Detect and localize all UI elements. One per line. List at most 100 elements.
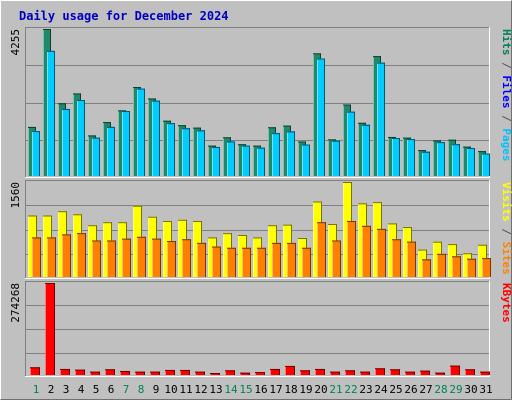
bar-kbytes-day-13: [210, 372, 220, 375]
chart-title: Daily usage for December 2024: [19, 9, 229, 23]
bar-kbytes-day-31: [480, 371, 490, 375]
bar-kbytes-day-9: [150, 371, 160, 375]
x-tick-label-day-2: 2: [48, 383, 55, 396]
bar-sites-day-20: [317, 222, 326, 277]
bar-pages-day-23: [362, 124, 370, 176]
bar-sites-day-10: [167, 241, 176, 277]
x-tick-label-day-13: 13: [209, 383, 222, 396]
bar-sites-day-31: [482, 258, 491, 277]
bar-pages-day-10: [167, 123, 175, 176]
bar-kbytes-day-10: [165, 369, 175, 375]
bar-kbytes-day-5: [90, 371, 100, 375]
x-tick-label-day-8: 8: [138, 383, 145, 396]
bar-pages-day-8: [137, 88, 145, 176]
bar-sites-day-23: [362, 225, 371, 277]
x-tick-label-day-7: 7: [123, 383, 130, 396]
bar-sites-day-19: [302, 247, 311, 277]
legend: Hits / Files / Pages: [500, 29, 512, 162]
bar-kbytes-day-28: [435, 372, 445, 375]
bar-pages-day-11: [182, 128, 190, 176]
bar-sites-day-9: [152, 238, 161, 277]
bar-kbytes-day-14: [225, 370, 235, 375]
bar-pages-day-9: [152, 100, 160, 176]
x-tick-label-day-19: 19: [299, 383, 312, 396]
bar-kbytes-day-3: [60, 368, 70, 375]
x-tick-label-day-30: 30: [464, 383, 477, 396]
x-tick-label-day-22: 22: [344, 383, 357, 396]
bar-pages-day-18: [287, 131, 295, 176]
bar-pages-day-27: [422, 151, 430, 176]
bar-sites-day-18: [287, 242, 296, 277]
bar-pages-day-17: [272, 133, 280, 176]
bar-kbytes-day-29: [450, 365, 460, 375]
bar-sites-day-4: [77, 233, 86, 277]
bar-kbytes-day-12: [195, 371, 205, 375]
bar-kbytes-day-15: [240, 372, 250, 375]
bar-pages-day-13: [212, 146, 220, 176]
bar-pages-day-2: [47, 50, 55, 176]
bar-kbytes-day-17: [270, 368, 280, 375]
x-tick-label-day-16: 16: [254, 383, 267, 396]
bar-sites-day-13: [212, 246, 221, 277]
legend-entry: Pages: [500, 128, 512, 161]
x-tick-label-day-6: 6: [108, 383, 115, 396]
x-tick-label-day-12: 12: [194, 383, 207, 396]
bar-kbytes-day-24: [375, 368, 385, 375]
bar-kbytes-day-8: [135, 371, 145, 375]
bar-sites-day-12: [197, 242, 206, 277]
legend: KBytes: [500, 283, 512, 323]
x-tick-label-day-3: 3: [63, 383, 70, 396]
x-tick-label-day-10: 10: [164, 383, 177, 396]
bar-sites-day-24: [377, 228, 386, 277]
bar-kbytes-day-1: [30, 367, 40, 375]
bar-pages-day-19: [302, 144, 310, 176]
x-tick-label-day-23: 23: [359, 383, 372, 396]
bar-sites-day-11: [182, 239, 191, 277]
x-tick-label-day-27: 27: [419, 383, 432, 396]
bar-sites-day-26: [407, 241, 416, 277]
y-axis-max-label: 1560: [9, 182, 22, 209]
x-tick-label-day-31: 31: [479, 383, 492, 396]
x-tick-label-day-21: 21: [329, 383, 342, 396]
bar-kbytes-day-23: [360, 371, 370, 375]
bar-pages-day-7: [122, 111, 130, 176]
bar-sites-day-1: [32, 237, 41, 277]
bar-sites-day-15: [242, 247, 251, 277]
panel-sites-visits: 1560 Visits / Sites: [9, 180, 512, 279]
x-tick-label-day-25: 25: [389, 383, 402, 396]
legend-entry: Files: [500, 75, 512, 108]
panel-pages-files-hits: 4255 Hits / Files / Pages: [9, 27, 512, 178]
bar-pages-day-22: [347, 111, 355, 176]
y-axis-max-label: 4255: [9, 29, 22, 56]
bar-pages-day-3: [62, 108, 70, 176]
bar-kbytes-day-4: [75, 369, 85, 375]
x-tick-label-day-5: 5: [93, 383, 100, 396]
legend-entry: KBytes: [500, 283, 512, 323]
bar-kbytes-day-30: [465, 369, 475, 375]
bar-pages-day-24: [377, 62, 385, 177]
bar-pages-day-14: [227, 141, 235, 176]
x-tick-label-day-18: 18: [284, 383, 297, 396]
bar-pages-day-6: [107, 126, 115, 176]
x-tick-label-day-24: 24: [374, 383, 388, 396]
bar-sites-day-21: [332, 240, 341, 277]
legend: Visits / Sites: [500, 182, 512, 275]
y-axis-max-label: 274268: [9, 283, 22, 323]
bar-kbytes-day-19: [300, 370, 310, 375]
bar-kbytes-day-7: [120, 370, 130, 375]
x-tick-label-day-28: 28: [434, 383, 447, 396]
bar-sites-day-27: [422, 259, 431, 277]
bar-sites-day-29: [452, 256, 461, 277]
bar-sites-day-16: [257, 247, 266, 277]
x-tick-label-day-9: 9: [153, 383, 160, 396]
bar-sites-day-5: [92, 240, 101, 277]
bar-pages-day-25: [392, 137, 400, 176]
x-tick-label-day-26: 26: [404, 383, 417, 396]
legend-entry: Sites: [500, 242, 512, 275]
x-tick-label-day-11: 11: [179, 383, 192, 396]
bar-kbytes-day-27: [420, 370, 430, 375]
bar-kbytes-day-22: [345, 370, 355, 375]
panel-kbytes: 274268 KBytes: [9, 281, 512, 377]
bar-kbytes-day-26: [405, 371, 415, 375]
